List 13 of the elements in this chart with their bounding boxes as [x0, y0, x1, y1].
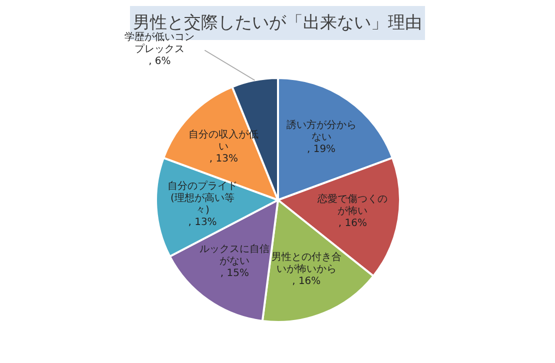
slice-label: 男性との付き合いが怖いから [271, 251, 342, 276]
slice-label: 恋愛で傷つくのが怖い [316, 193, 388, 218]
chart-title: 男性と交際したいが「出来ない」理由 [133, 13, 422, 33]
data-label: , 19% [306, 144, 336, 155]
data-label: , 16% [292, 276, 321, 288]
data-label: , 16% [338, 218, 367, 230]
data-label: , 13% [209, 153, 238, 164]
data-label: , 15% [220, 268, 250, 280]
slice-label: 誘い方が分からない [286, 118, 356, 143]
slice-label: ルックスに自信がない [200, 243, 270, 268]
data-label: , 13% [188, 216, 217, 228]
data-label: , 6% [148, 56, 171, 68]
slice-label: 学歴が低いコンプレックス [124, 31, 195, 56]
